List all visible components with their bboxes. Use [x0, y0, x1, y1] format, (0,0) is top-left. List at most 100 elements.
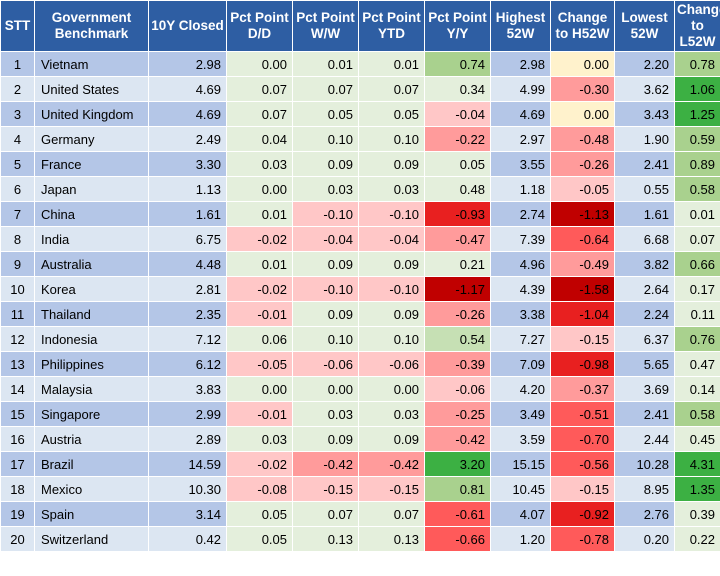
ytd-cell: 0.07: [358, 76, 425, 102]
highest-cell: 7.27: [490, 326, 551, 352]
ytd-cell: 0.09: [358, 151, 425, 177]
closed-cell: 2.81: [148, 276, 227, 302]
change-h52w-cell: -1.04: [550, 301, 615, 327]
change-h52w-cell: 0.00: [550, 101, 615, 127]
highest-cell: 10.45: [490, 476, 551, 502]
closed-cell: 2.89: [148, 426, 227, 452]
ww-cell: 0.03: [292, 176, 359, 202]
ytd-cell: 0.07: [358, 501, 425, 527]
lowest-cell: 1.61: [614, 201, 675, 227]
table-row: 17 Brazil 14.59 -0.02 -0.42 -0.42 3.20 15.15 -0.…: [0, 451, 720, 477]
lowest-cell: 2.41: [614, 151, 675, 177]
closed-cell: 2.98: [148, 51, 227, 77]
lowest-cell: 6.37: [614, 326, 675, 352]
table-row: 5 France 3.30 0.03 0.09 0.09 0.05 3.55 -0.26 2.41…: [0, 151, 720, 177]
lowest-cell: 0.55: [614, 176, 675, 202]
table-row: 14 Malaysia 3.83 0.00 0.00 0.00 -0.06 4.20 -0.37…: [0, 376, 720, 402]
table-row: 1 Vietnam 2.98 0.00 0.01 0.01 0.74 2.98 0.00 2.20…: [0, 51, 720, 77]
stt-cell: 12: [0, 326, 35, 352]
highest-cell: 7.09: [490, 351, 551, 377]
benchmark-cell: China: [34, 201, 149, 227]
ww-cell: 0.09: [292, 301, 359, 327]
table-body: 1 Vietnam 2.98 0.00 0.01 0.01 0.74 2.98 0.00 2.20…: [0, 51, 720, 552]
change-h52w-cell: -0.64: [550, 226, 615, 252]
change-h52w-cell: -1.13: [550, 201, 615, 227]
ytd-cell: 0.00: [358, 376, 425, 402]
ww-cell: -0.10: [292, 276, 359, 302]
ytd-cell: 0.01: [358, 51, 425, 77]
benchmark-cell: Australia: [34, 251, 149, 277]
yy-cell: 0.54: [424, 326, 491, 352]
lowest-cell: 3.62: [614, 76, 675, 102]
closed-cell: 3.30: [148, 151, 227, 177]
change-l52w-cell: 0.76: [674, 326, 720, 352]
yy-cell: -0.25: [424, 401, 491, 427]
stt-cell: 9: [0, 251, 35, 277]
dd-cell: 0.01: [226, 201, 293, 227]
stt-cell: 13: [0, 351, 35, 377]
change-h52w-cell: -0.70: [550, 426, 615, 452]
change-l52w-cell: 4.31: [674, 451, 720, 477]
dd-cell: 0.04: [226, 126, 293, 152]
yy-cell: 0.74: [424, 51, 491, 77]
yy-cell: -0.22: [424, 126, 491, 152]
yy-cell: -0.04: [424, 101, 491, 127]
table-row: 15 Singapore 2.99 -0.01 0.03 0.03 -0.25 3.49 -0.…: [0, 401, 720, 427]
stt-cell: 1: [0, 51, 35, 77]
ytd-cell: 0.03: [358, 401, 425, 427]
change-h52w-cell: -0.48: [550, 126, 615, 152]
benchmark-cell: United States: [34, 76, 149, 102]
change-h52w-cell: -0.51: [550, 401, 615, 427]
change-l52w-cell: 0.66: [674, 251, 720, 277]
stt-cell: 19: [0, 501, 35, 527]
table-row: 3 United Kingdom 4.69 0.07 0.05 0.05 -0.04 4.69…: [0, 101, 720, 127]
table-row: 10 Korea 2.81 -0.02 -0.10 -0.10 -1.17 4.39 -1.58…: [0, 276, 720, 302]
closed-cell: 10.30: [148, 476, 227, 502]
change-h52w-cell: -0.92: [550, 501, 615, 527]
ytd-cell: 0.10: [358, 126, 425, 152]
ww-cell: -0.42: [292, 451, 359, 477]
lowest-cell: 2.20: [614, 51, 675, 77]
ww-cell: -0.10: [292, 201, 359, 227]
table-row: 18 Mexico 10.30 -0.08 -0.15 -0.15 0.81 10.45 -0.…: [0, 476, 720, 502]
lowest-cell: 3.69: [614, 376, 675, 402]
lowest-cell: 3.82: [614, 251, 675, 277]
closed-cell: 3.14: [148, 501, 227, 527]
ww-cell: -0.15: [292, 476, 359, 502]
ww-cell: 0.13: [292, 526, 359, 552]
benchmark-cell: Malaysia: [34, 376, 149, 402]
closed-cell: 1.61: [148, 201, 227, 227]
dd-cell: -0.01: [226, 301, 293, 327]
header-10y-closed: 10Y Closed: [148, 0, 227, 52]
highest-cell: 2.98: [490, 51, 551, 77]
lowest-cell: 3.43: [614, 101, 675, 127]
ytd-cell: -0.42: [358, 451, 425, 477]
benchmark-cell: Mexico: [34, 476, 149, 502]
change-l52w-cell: 0.39: [674, 501, 720, 527]
header-change-l52w: Change to L52W: [674, 0, 720, 52]
yy-cell: 0.05: [424, 151, 491, 177]
closed-cell: 6.12: [148, 351, 227, 377]
lowest-cell: 6.68: [614, 226, 675, 252]
lowest-cell: 10.28: [614, 451, 675, 477]
change-l52w-cell: 0.47: [674, 351, 720, 377]
dd-cell: 0.07: [226, 101, 293, 127]
benchmark-cell: Germany: [34, 126, 149, 152]
highest-cell: 4.07: [490, 501, 551, 527]
change-l52w-cell: 1.35: [674, 476, 720, 502]
benchmark-cell: Indonesia: [34, 326, 149, 352]
lowest-cell: 2.76: [614, 501, 675, 527]
lowest-cell: 2.41: [614, 401, 675, 427]
change-h52w-cell: -0.15: [550, 326, 615, 352]
change-h52w-cell: -0.15: [550, 476, 615, 502]
change-h52w-cell: -0.26: [550, 151, 615, 177]
lowest-cell: 2.24: [614, 301, 675, 327]
yy-cell: 0.34: [424, 76, 491, 102]
ww-cell: 0.07: [292, 76, 359, 102]
ytd-cell: 0.03: [358, 176, 425, 202]
stt-cell: 17: [0, 451, 35, 477]
change-h52w-cell: -0.98: [550, 351, 615, 377]
table-row: 9 Australia 4.48 0.01 0.09 0.09 0.21 4.96 -0.49 3…: [0, 251, 720, 277]
change-l52w-cell: 0.14: [674, 376, 720, 402]
ytd-cell: 0.09: [358, 251, 425, 277]
